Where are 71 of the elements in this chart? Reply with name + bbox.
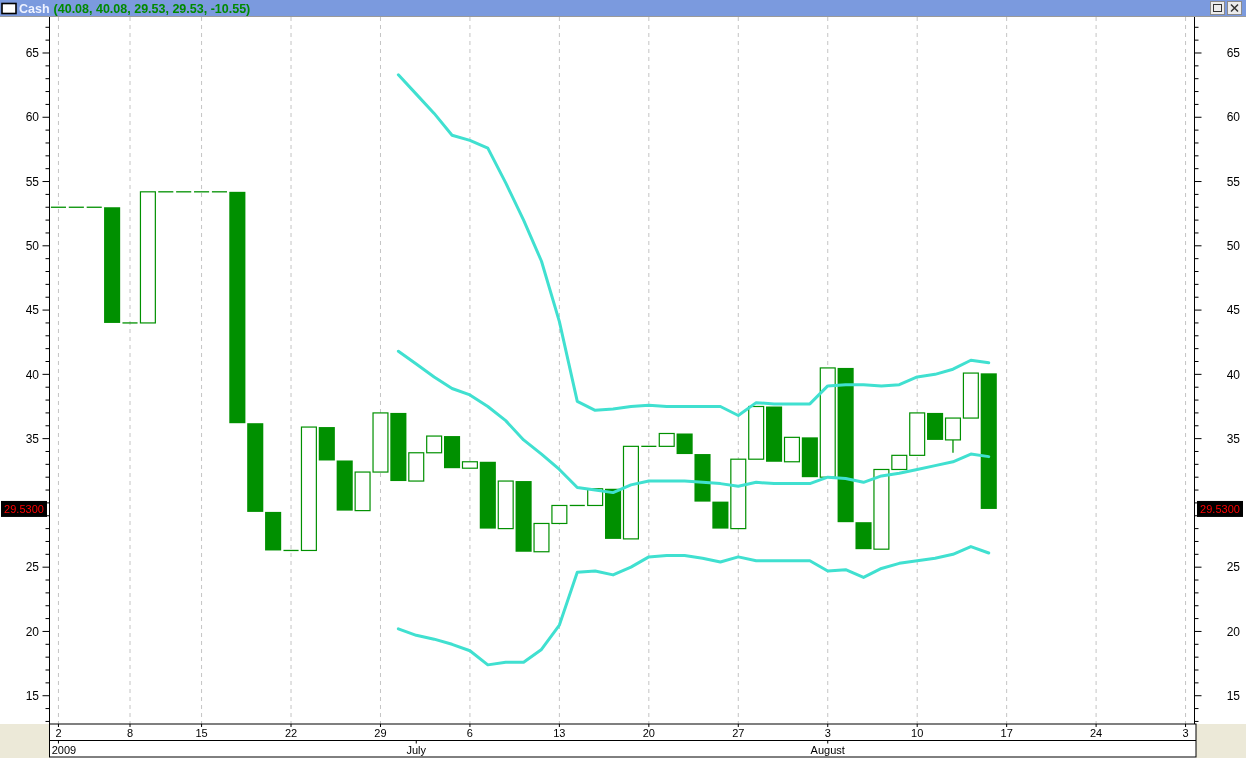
x-tick-label: 3 (1182, 727, 1189, 739)
x-tick-label: 8 (126, 727, 134, 739)
candlestick (139, 191, 156, 324)
chart-title: Cash (19, 1, 50, 16)
candlestick (408, 452, 425, 482)
candlestick (694, 454, 711, 502)
candlestick (909, 412, 926, 456)
candlestick (962, 372, 979, 419)
candlestick (479, 461, 496, 529)
x-tick-label: 3 August (810, 727, 845, 756)
candlestick (443, 436, 461, 469)
y2-tick-label: 65 (1226, 46, 1241, 61)
x-tick-label: 22 (284, 727, 298, 739)
y2-tick-label: 60 (1226, 110, 1241, 125)
y2-tick-label: 40 (1226, 367, 1241, 382)
y-tick-label: 35 (25, 431, 40, 446)
candlestick (748, 405, 765, 460)
candlestick (837, 367, 854, 523)
x-tick-label: 10 (911, 727, 924, 739)
chart-subtitle: (40.08, 40.08, 29.53, 29.53, -10.55) (53, 1, 251, 16)
candlestick (247, 423, 264, 512)
candlestick (461, 461, 478, 469)
y-tick-label: 25 (25, 560, 40, 575)
candlestick (801, 437, 818, 478)
candlestick (676, 433, 693, 455)
candlestick (497, 480, 514, 530)
candlestick (104, 207, 121, 323)
candlestick (622, 445, 639, 540)
x-tick-label: July (406, 743, 427, 756)
candlestick (318, 427, 335, 461)
y2-tick-label: 25 (1226, 560, 1241, 575)
candlestick (265, 511, 282, 551)
candlestick (927, 412, 944, 440)
y2-tick-label: 50 (1226, 239, 1241, 254)
y-tick-label: 60 (25, 110, 40, 125)
candlestick (766, 406, 783, 462)
y2-tick-label: 55 (1226, 174, 1241, 189)
x-tick-label: 2 2009 (51, 727, 77, 756)
line-series (396, 349, 991, 495)
candlestick (730, 458, 747, 530)
x-tick-label: 13 (553, 727, 566, 739)
candlestick (980, 373, 997, 509)
candlestick (658, 432, 675, 447)
x-tick-label: 20 (642, 727, 655, 739)
x-tick-label: 17 (1000, 727, 1013, 739)
x-tick-label: 29 (374, 727, 387, 739)
y-tick-label: 40 (25, 367, 40, 382)
candlestick (229, 191, 246, 424)
candlestick (944, 417, 962, 454)
y-tick-label: 20 (25, 624, 40, 639)
y-tick-label: 55 (25, 174, 40, 189)
candlestick (300, 426, 317, 552)
y2-tick-label: 35 (1226, 431, 1241, 446)
x-tick-label: 6 (466, 727, 473, 739)
candlestick (819, 367, 836, 478)
candlestick (783, 436, 801, 463)
candlestick (712, 501, 729, 529)
y-tick-label: 50 (25, 239, 40, 254)
y2-tick-label: 45 (1226, 303, 1241, 318)
y2-tick-label: 15 (1226, 688, 1241, 703)
x-tick-label: 27 (732, 727, 745, 739)
candlestick (605, 488, 622, 539)
line-series (396, 545, 991, 667)
x-tick-label: 15 (195, 727, 208, 739)
y-tick-label: 15 (25, 688, 40, 703)
candlestick (426, 435, 443, 454)
line-series (396, 73, 991, 417)
y-tick-label: 65 (25, 46, 40, 61)
x-tick-label: 24 (1089, 727, 1103, 739)
y2-tick-label: 20 (1226, 624, 1241, 639)
y-tick-label: 45 (25, 303, 40, 318)
